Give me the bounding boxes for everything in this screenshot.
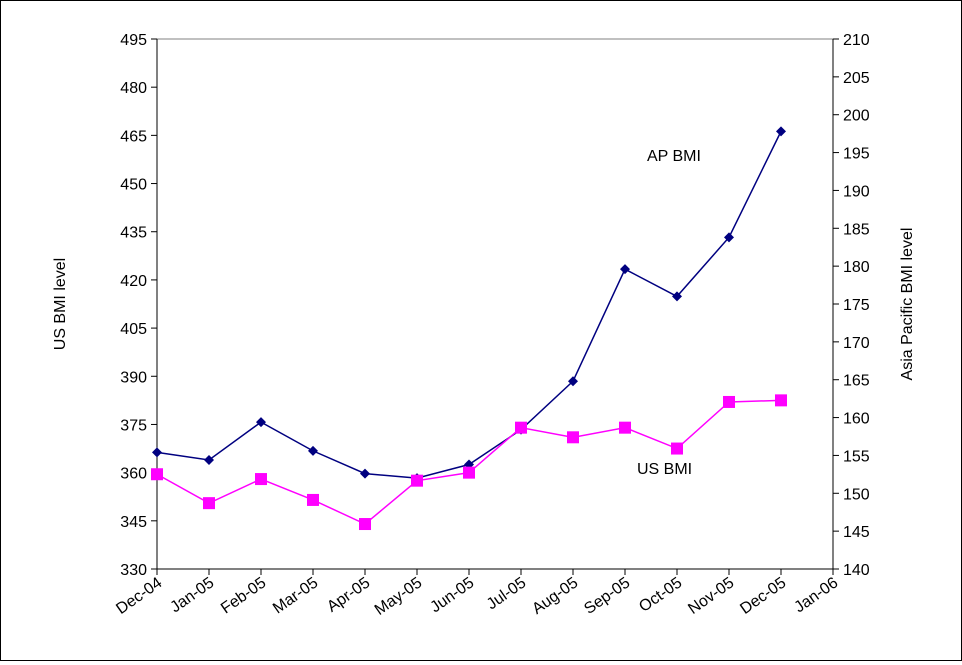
y-right-tick-label: 150 <box>843 486 870 503</box>
y-right-tick-label: 185 <box>843 221 870 238</box>
y-right-tick-label: 180 <box>843 259 870 276</box>
y-right-tick-label: 140 <box>843 562 870 579</box>
y-left-tick-label: 435 <box>120 225 147 242</box>
ap-bmi-point <box>776 126 786 137</box>
x-tick-label: Nov-05 <box>685 574 737 618</box>
y-right-tick-label: 165 <box>843 373 870 390</box>
ap-bmi-point <box>724 232 734 243</box>
us-bmi-point <box>723 395 735 408</box>
y-right-axis-title: Asia Pacific BMI level <box>899 228 916 381</box>
x-tick-label: Oct-05 <box>636 574 685 616</box>
us-bmi-point <box>775 394 787 407</box>
us-bmi-point <box>619 421 631 434</box>
x-tick-label: Sep-05 <box>581 574 633 618</box>
x-tick-label: Dec-05 <box>737 574 789 618</box>
x-tick-label: Feb-05 <box>218 574 269 617</box>
y-left-tick-label: 330 <box>120 562 147 579</box>
us-bmi-point <box>671 442 683 455</box>
y-left-tick-label: 465 <box>120 128 147 145</box>
x-tick-label: May-05 <box>372 574 426 619</box>
plot-area <box>156 38 834 570</box>
y-left-tick-label: 405 <box>120 321 147 338</box>
us-bmi-point <box>463 466 475 479</box>
y-right-tick-label: 190 <box>843 183 870 200</box>
x-tick-label: Aug-05 <box>529 574 581 618</box>
ap-bmi-annotation: AP BMI <box>647 148 701 165</box>
label-layer: US BMI level Asia Pacific BMI level AP B… <box>52 148 916 478</box>
us-bmi-point <box>411 474 423 487</box>
us-bmi-point <box>307 493 319 506</box>
x-tick-label: Mar-05 <box>270 574 321 617</box>
y-right-tick-label: 145 <box>843 524 870 541</box>
us-bmi-annotation: US BMI <box>637 461 692 478</box>
y-left-axis-title: US BMI level <box>52 258 69 350</box>
y-left-tick-label: 450 <box>120 177 147 194</box>
us-bmi-point <box>151 468 163 481</box>
y-left-tick-label: 360 <box>120 466 147 483</box>
ap-bmi-point <box>308 445 318 456</box>
x-tick-label: Jun-05 <box>427 574 477 616</box>
ap-bmi-point <box>204 454 214 465</box>
y-right-tick-label: 200 <box>843 108 870 125</box>
ap-bmi-point <box>620 264 630 275</box>
ap-bmi-point <box>256 417 266 428</box>
y-right-tick-label: 205 <box>843 70 870 87</box>
ap-bmi-point <box>152 447 162 458</box>
ap-bmi-point <box>568 376 578 387</box>
y-right-tick-label: 155 <box>843 448 870 465</box>
y-left-tick-label: 480 <box>120 80 147 97</box>
us-bmi-point <box>255 473 267 486</box>
y-right-tick-label: 175 <box>843 297 870 314</box>
y-left-tick-label: 345 <box>120 514 147 531</box>
us-bmi-point <box>567 431 579 444</box>
y-left-tick-label: 420 <box>120 273 147 290</box>
ap-bmi-point <box>672 291 682 302</box>
us-bmi-point <box>515 421 527 434</box>
y-left-tick-label: 390 <box>120 369 147 386</box>
y-right-tick-label: 210 <box>843 32 870 49</box>
y-right-tick-label: 195 <box>843 146 870 163</box>
x-tick-label: Jan-06 <box>791 574 841 616</box>
y-left-tick-label: 495 <box>120 32 147 49</box>
series-layer <box>151 126 787 531</box>
us-bmi-point <box>359 518 371 531</box>
y-right-tick-label: 160 <box>843 411 870 428</box>
us-bmi-point <box>203 497 215 510</box>
y-left-tick-label: 375 <box>120 417 147 434</box>
ap-bmi-point <box>360 468 370 479</box>
x-tick-label: Apr-05 <box>324 574 373 616</box>
y-right-tick-label: 170 <box>843 335 870 352</box>
x-tick-label: Dec-04 <box>113 574 165 618</box>
x-tick-label: Jul-05 <box>484 574 530 613</box>
x-tick-label: Jan-05 <box>167 574 217 616</box>
